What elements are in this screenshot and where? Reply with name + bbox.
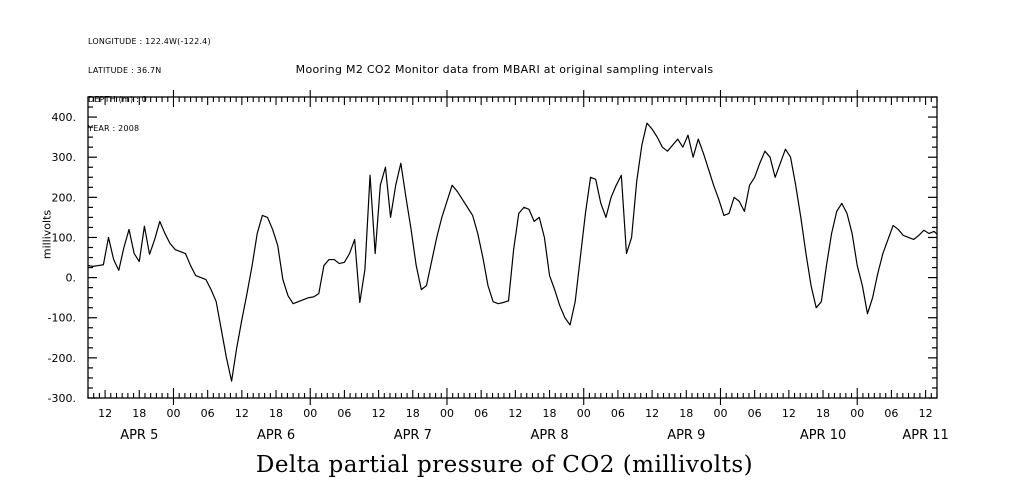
x-axis-tick-label: 06	[884, 407, 898, 420]
x-axis-tick-label: 00	[303, 407, 317, 420]
x-axis-day-label: APR 11	[902, 428, 948, 443]
y-axis-tick-label: 0.	[66, 272, 77, 285]
x-axis-tick-label: 12	[235, 407, 249, 420]
y-axis-tick-label: 300.	[52, 151, 77, 164]
x-axis-day-label: APR 9	[667, 428, 705, 443]
x-axis-day-label: APR 6	[257, 428, 295, 443]
x-axis-day-label: APR 10	[800, 428, 846, 443]
metadata-latitude: LATITUDE : 36.7N	[88, 65, 162, 75]
x-axis-tick-label: 06	[337, 407, 351, 420]
x-axis-tick-label: 18	[406, 407, 420, 420]
y-axis-tick-label: 200.	[52, 191, 77, 204]
y-axis-tick-label: -300.	[48, 392, 76, 405]
metadata-depth: DEPTH (m) : 0	[88, 94, 147, 104]
data-series-line	[87, 122, 938, 382]
figure-caption: Delta partial pressure of CO2 (millivolt…	[255, 452, 754, 478]
x-axis-tick-label: 00	[166, 407, 180, 420]
x-axis-tick-label: 12	[98, 407, 112, 420]
y-axis-tick-label: -200.	[48, 352, 76, 365]
metadata-year: YEAR : 2008	[88, 123, 140, 133]
x-axis-day-label: APR 5	[120, 428, 158, 443]
y-axis-tick-label: 100.	[52, 231, 77, 244]
x-axis-tick-label: 18	[132, 407, 146, 420]
x-axis-tick-label: 12	[919, 407, 933, 420]
y-axis-tick-label: 400.	[52, 111, 77, 124]
x-axis-tick-label: 06	[201, 407, 215, 420]
x-axis-tick-label: 12	[645, 407, 659, 420]
metadata-block: LONGITUDE : 122.4W(-122.4) LATITUDE : 36…	[88, 18, 211, 152]
x-axis-tick-label: 06	[474, 407, 488, 420]
x-axis-tick-label: 00	[713, 407, 727, 420]
x-axis-tick-label: 06	[611, 407, 625, 420]
x-axis-day-label: APR 7	[394, 428, 432, 443]
x-axis-tick-label: 18	[269, 407, 283, 420]
x-axis-tick-label: 00	[577, 407, 591, 420]
metadata-longitude: LONGITUDE : 122.4W(-122.4)	[88, 37, 211, 47]
x-axis-tick-label: 12	[508, 407, 522, 420]
x-axis-tick-label: 12	[372, 407, 386, 420]
plot-frame	[87, 96, 938, 399]
chart-title: Mooring M2 CO2 Monitor data from MBARI a…	[295, 63, 714, 76]
x-axis-tick-label: 06	[748, 407, 762, 420]
x-axis-tick-label: 12	[782, 407, 796, 420]
x-axis-tick-label: 00	[440, 407, 454, 420]
x-axis-day-label: APR 8	[530, 428, 568, 443]
x-axis-tick-label: 18	[816, 407, 830, 420]
x-axis-tick-label: 18	[543, 407, 557, 420]
y-axis-tick-label: -100.	[48, 312, 76, 325]
x-axis-tick-label: 00	[850, 407, 864, 420]
x-axis-tick-label: 18	[679, 407, 693, 420]
